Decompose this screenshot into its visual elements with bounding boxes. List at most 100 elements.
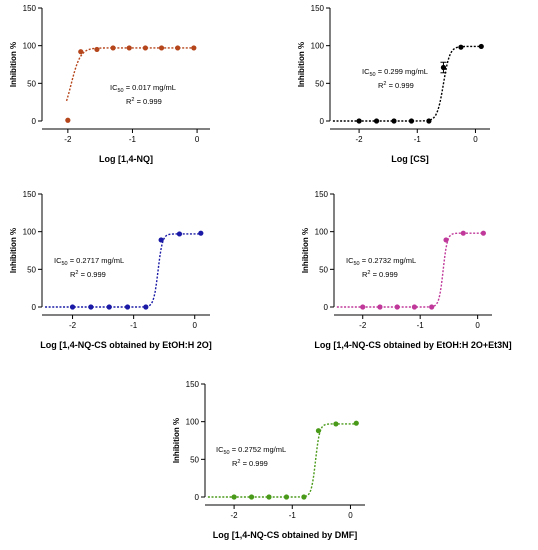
data-point <box>78 49 84 55</box>
x-axis-label: Log [CS] <box>391 154 429 164</box>
data-point <box>440 64 447 71</box>
fit-curve <box>45 233 201 308</box>
x-tick-label: -1 <box>417 321 425 330</box>
x-tick-label: -2 <box>69 321 77 330</box>
y-tick-label: 100 <box>311 42 325 51</box>
r-squared-annotation: R2 = 0.999 <box>362 270 398 279</box>
data-point <box>373 118 380 124</box>
data-point <box>266 494 272 500</box>
x-tick-label: -2 <box>356 135 364 144</box>
data-point <box>426 118 432 124</box>
data-point <box>106 304 112 310</box>
y-tick-label: 100 <box>23 42 37 51</box>
data-point <box>377 304 383 310</box>
data-point <box>301 494 307 500</box>
x-tick-label: -2 <box>359 321 367 330</box>
ic50-annotation: IC50 = 0.2717 mg/mL <box>54 256 124 267</box>
y-tick-label: 50 <box>27 265 36 274</box>
data-point <box>360 304 366 310</box>
chart-panel-1: 0 50 100 150 -2 -1 0 Inhibition % Log [1,4-NQ] IC… <box>9 4 210 164</box>
data-point <box>315 428 322 434</box>
data-point <box>458 44 464 50</box>
r-squared-annotation: R2 = 0.999 <box>126 97 162 106</box>
x-axis-label: Log [1,4-NQ] <box>99 154 153 164</box>
data-point <box>411 304 418 310</box>
x-tick-label: 0 <box>193 321 198 330</box>
x-tick-label: 0 <box>473 135 478 144</box>
data-point <box>478 43 484 50</box>
x-tick-label: -1 <box>289 511 297 520</box>
ic50-annotation: IC50 = 0.017 mg/mL <box>110 83 176 94</box>
y-tick-label: 50 <box>190 455 199 464</box>
data-point <box>460 230 466 236</box>
fit-curve <box>207 423 357 498</box>
data-point <box>124 304 131 310</box>
y-tick-label: 150 <box>23 4 37 13</box>
chart-panel-2: 0 50 100 150 -2 -1 0 Inhibition % Log [CS] IC50 =… <box>297 4 490 164</box>
x-axis-label: Log [1,4-NQ-CS obtained by DMF] <box>213 530 358 540</box>
y-tick-label: 0 <box>324 303 329 312</box>
x-tick-label: 0 <box>348 511 353 520</box>
data-point <box>94 46 100 53</box>
y-tick-label: 0 <box>195 493 200 502</box>
data-point <box>353 420 359 426</box>
fit-curve <box>332 45 482 122</box>
data-point <box>176 231 183 237</box>
ic50-annotation: IC50 = 0.2732 mg/mL <box>346 256 416 267</box>
chart-panel-5: 0 50 100 150 -2 -1 0 Inhibition % Log [1,4-NQ-CS… <box>172 380 365 540</box>
y-tick-label: 150 <box>315 190 329 199</box>
x-tick-label: 0 <box>475 321 480 330</box>
data-point <box>480 230 486 236</box>
data-point <box>429 304 435 310</box>
x-tick-label: -1 <box>129 135 137 144</box>
y-tick-label: 150 <box>186 380 200 389</box>
y-tick-label: 50 <box>27 79 36 88</box>
data-point <box>394 304 400 310</box>
y-axis-label: Inhibition % <box>301 228 310 273</box>
data-point <box>175 45 181 51</box>
data-point <box>158 45 165 51</box>
r-squared-annotation: R2 = 0.999 <box>378 81 414 90</box>
data-point <box>126 45 132 51</box>
data-point <box>198 230 204 236</box>
fit-curve <box>65 47 194 102</box>
data-point <box>142 45 148 51</box>
data-point <box>143 304 149 310</box>
r-squared-annotation: R2 = 0.999 <box>70 270 106 279</box>
y-tick-label: 100 <box>315 228 329 237</box>
y-tick-label: 100 <box>186 418 200 427</box>
x-axis-label: Log [1,4-NQ-CS obtained by EtOH:H 2O+Et3… <box>314 340 511 350</box>
y-axis-label: Inhibition % <box>297 42 306 87</box>
y-tick-label: 0 <box>32 303 37 312</box>
data-point <box>248 494 255 500</box>
y-tick-label: 0 <box>320 117 325 126</box>
y-axis-label: Inhibition % <box>172 418 181 463</box>
y-tick-label: 150 <box>311 4 325 13</box>
y-tick-label: 150 <box>23 190 37 199</box>
data-point <box>110 45 116 51</box>
x-tick-label: -2 <box>231 511 239 520</box>
data-point <box>391 118 397 124</box>
y-tick-label: 50 <box>315 79 324 88</box>
ic50-annotation: IC50 = 0.299 mg/mL <box>362 67 428 78</box>
data-point <box>88 304 94 310</box>
y-tick-label: 50 <box>319 265 328 274</box>
chart-panel-3: 0 50 100 150 -2 -1 0 Inhibition % Log [1,4-NQ-CS… <box>9 190 212 350</box>
y-tick-label: 100 <box>23 228 37 237</box>
x-axis-label: Log [1,4-NQ-CS obtained by EtOH:H 2O] <box>40 340 212 350</box>
x-tick-label: -1 <box>414 135 422 144</box>
x-tick-label: -2 <box>64 135 72 144</box>
y-axis-label: Inhibition % <box>9 228 18 273</box>
data-point <box>356 118 362 124</box>
y-tick-label: 0 <box>32 117 37 126</box>
data-point <box>158 237 164 243</box>
x-tick-label: -1 <box>130 321 138 330</box>
data-point <box>283 494 290 500</box>
data-point <box>333 421 339 427</box>
ic50-annotation: IC50 = 0.2752 mg/mL <box>216 445 286 456</box>
data-point <box>69 304 76 310</box>
y-axis-label: Inhibition % <box>9 42 18 87</box>
fit-curve <box>336 232 484 308</box>
data-point <box>191 45 197 51</box>
